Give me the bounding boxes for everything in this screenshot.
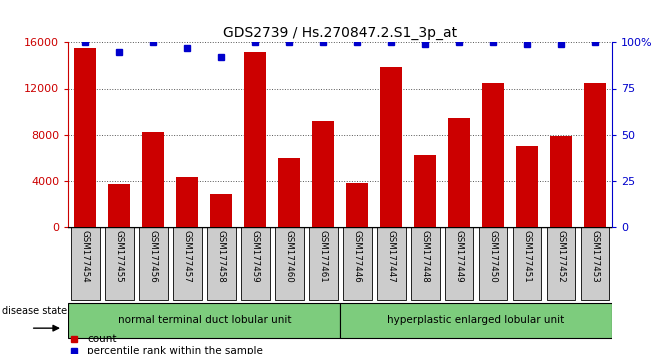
FancyBboxPatch shape <box>105 227 133 300</box>
Bar <box>244 52 266 227</box>
Text: GSM177448: GSM177448 <box>421 230 430 283</box>
Bar <box>550 136 572 227</box>
Text: GSM177460: GSM177460 <box>284 230 294 283</box>
FancyBboxPatch shape <box>547 227 575 300</box>
Bar <box>210 194 232 227</box>
Text: GSM177453: GSM177453 <box>590 230 600 283</box>
Bar <box>176 177 199 227</box>
Text: disease state: disease state <box>1 306 67 316</box>
FancyBboxPatch shape <box>478 227 508 300</box>
Text: GSM177446: GSM177446 <box>353 230 362 283</box>
Bar <box>74 48 96 227</box>
Bar <box>482 83 504 227</box>
Text: normal terminal duct lobular unit: normal terminal duct lobular unit <box>117 315 291 325</box>
FancyBboxPatch shape <box>173 227 202 300</box>
Bar <box>448 118 470 227</box>
Text: GSM177452: GSM177452 <box>557 230 566 283</box>
Text: GSM177458: GSM177458 <box>217 230 226 283</box>
Text: GSM177459: GSM177459 <box>251 230 260 283</box>
FancyBboxPatch shape <box>241 227 270 300</box>
FancyBboxPatch shape <box>445 227 473 300</box>
Text: percentile rank within the sample: percentile rank within the sample <box>87 346 263 354</box>
FancyBboxPatch shape <box>207 227 236 300</box>
Bar <box>143 132 164 227</box>
Bar <box>414 155 436 227</box>
Text: GSM177450: GSM177450 <box>488 230 497 283</box>
Bar <box>380 67 402 227</box>
FancyBboxPatch shape <box>512 227 542 300</box>
Text: GSM177451: GSM177451 <box>523 230 531 283</box>
Text: hyperplastic enlarged lobular unit: hyperplastic enlarged lobular unit <box>387 315 564 325</box>
Bar <box>312 121 334 227</box>
FancyBboxPatch shape <box>411 227 439 300</box>
Text: GSM177454: GSM177454 <box>81 230 90 283</box>
FancyBboxPatch shape <box>71 227 100 300</box>
Bar <box>278 158 300 227</box>
Title: GDS2739 / Hs.270847.2.S1_3p_at: GDS2739 / Hs.270847.2.S1_3p_at <box>223 26 457 40</box>
FancyBboxPatch shape <box>581 227 609 300</box>
FancyBboxPatch shape <box>309 227 338 300</box>
Text: GSM177461: GSM177461 <box>318 230 327 283</box>
FancyBboxPatch shape <box>275 227 303 300</box>
FancyBboxPatch shape <box>68 303 340 338</box>
Text: count: count <box>87 335 117 344</box>
Text: GSM177455: GSM177455 <box>115 230 124 283</box>
FancyBboxPatch shape <box>340 303 612 338</box>
Text: GSM177457: GSM177457 <box>183 230 192 283</box>
FancyBboxPatch shape <box>342 227 372 300</box>
Bar <box>584 83 606 227</box>
FancyBboxPatch shape <box>139 227 168 300</box>
Text: GSM177447: GSM177447 <box>387 230 396 283</box>
Text: GSM177449: GSM177449 <box>454 230 464 283</box>
Text: GSM177456: GSM177456 <box>149 230 158 283</box>
Bar <box>516 146 538 227</box>
FancyBboxPatch shape <box>377 227 406 300</box>
Bar <box>108 184 130 227</box>
Bar <box>346 183 368 227</box>
